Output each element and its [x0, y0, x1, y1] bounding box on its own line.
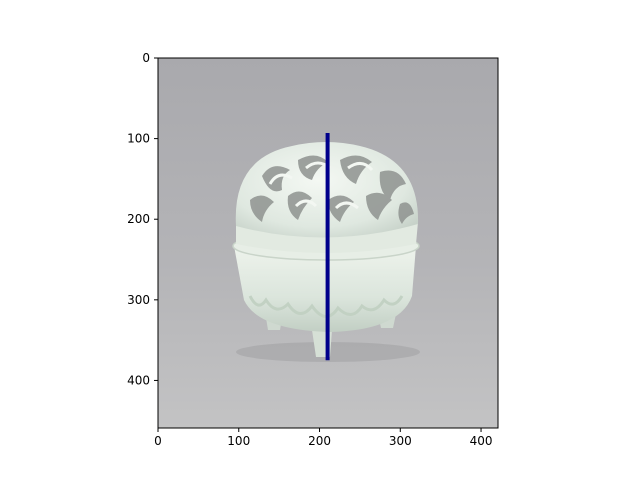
- y-tick-label: 100: [127, 132, 150, 146]
- y-tick-label: 300: [127, 293, 150, 307]
- x-tick-label: 300: [389, 434, 412, 448]
- x-tick-label: 400: [470, 434, 493, 448]
- y-tick-label: 0: [142, 51, 150, 65]
- openwork-scrolls: [268, 161, 374, 210]
- x-axis: 0 100 200 300 400: [154, 428, 492, 448]
- axes-frame: [157, 57, 499, 429]
- y-tick-label: 200: [127, 212, 150, 226]
- y-tick-label: 400: [127, 373, 150, 387]
- base-petals: [248, 295, 404, 318]
- x-tick-label: 0: [154, 434, 162, 448]
- x-tick-label: 100: [227, 434, 250, 448]
- x-tick-label: 200: [308, 434, 331, 448]
- y-axis: 0 100 200 300 400: [127, 51, 158, 387]
